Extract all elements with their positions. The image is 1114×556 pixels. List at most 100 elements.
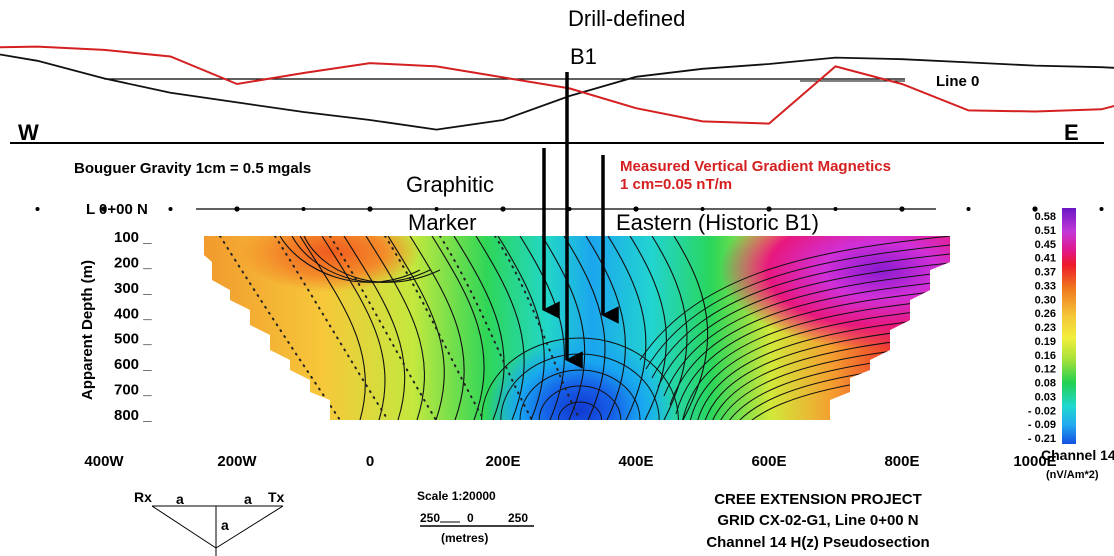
- station-dot: [367, 206, 373, 212]
- contour-line: [663, 271, 950, 397]
- contour-line: [629, 236, 667, 420]
- anomaly-high: [720, 236, 950, 350]
- graphitic-label-2: Marker: [408, 210, 476, 235]
- array-diagram: Rx Tx a a a: [134, 489, 285, 556]
- contour-line: [651, 253, 950, 379]
- dotted-trace: [219, 236, 341, 420]
- station-dot: [633, 206, 639, 212]
- colorbar-tick-label: 0.23: [1035, 322, 1056, 334]
- station-dot: [35, 207, 40, 211]
- contour-line: [387, 236, 445, 420]
- station-dot: [1032, 206, 1038, 212]
- colorbar-tick-label: 0.33: [1035, 280, 1056, 292]
- contour-line: [607, 236, 647, 420]
- scale-left: 250: [420, 511, 440, 525]
- contour-line: [651, 236, 688, 420]
- station-dot: [434, 207, 439, 211]
- project-line-3: Channel 14 H(z) Pseudosection: [706, 534, 929, 551]
- contour-line: [538, 385, 622, 420]
- scale-mid: 0: [467, 511, 474, 525]
- contour-line: [669, 280, 950, 406]
- scale-right: 250: [508, 511, 528, 525]
- y-tick-label: 800 _: [114, 407, 152, 424]
- array-a3: a: [221, 517, 229, 533]
- contour-line: [687, 307, 950, 420]
- colorbar-tick-label: 0.51: [1035, 225, 1056, 237]
- colorbar-tick-label: 0.41: [1035, 253, 1056, 265]
- station-dot: [301, 207, 306, 211]
- project-title: CREE EXTENSION PROJECT GRID CX-02-G1, Li…: [706, 491, 929, 551]
- contour-line: [409, 236, 465, 420]
- station-dot: [899, 206, 905, 212]
- anomaly-low: [485, 335, 675, 420]
- y-tick-label: 500 _: [114, 331, 152, 348]
- colorbar-tick-label: 0.30: [1035, 294, 1056, 306]
- contour-line: [645, 244, 950, 370]
- line-marker-label: L 0+00 N: [86, 201, 148, 218]
- x-tick-label: 400E: [618, 453, 653, 470]
- colorbar-tick-label: 0.58: [1035, 211, 1056, 223]
- contour-line: [563, 236, 606, 420]
- contour-line: [299, 236, 366, 420]
- array-tx: Tx: [268, 489, 285, 505]
- colorbar: [1062, 208, 1076, 444]
- y-tick-label: 400 _: [114, 305, 152, 322]
- x-tick-label: 1000E: [1013, 453, 1056, 470]
- station-dot: [101, 206, 107, 212]
- x-tick-label: 600E: [751, 453, 786, 470]
- contour-line: [675, 289, 950, 415]
- array-rx: Rx: [134, 489, 152, 505]
- target-arrows: [542, 72, 619, 369]
- magnetics-profile-line: [0, 45, 1114, 125]
- drill-label-1: Drill-defined: [568, 6, 685, 31]
- scale-block: Scale 1:20000 250 0 250 (metres): [417, 489, 534, 545]
- y-tick-label: 300 _: [114, 280, 152, 297]
- colorbar-tick-label: 0.19: [1035, 336, 1056, 348]
- gravity-label: Bouguer Gravity 1cm = 0.5 mgals: [74, 160, 311, 177]
- dotted-trace: [274, 236, 389, 420]
- contour-line: [639, 236, 950, 361]
- dotted-trace: [329, 236, 437, 420]
- contour-line: [519, 369, 641, 420]
- colorbar-tick-label: 0.37: [1035, 267, 1056, 279]
- station-dot: [1099, 207, 1104, 211]
- colorbar-ticks: 0.58 0.51 0.45 0.41 0.370.33 0.30 0.26 0.23 0.19…: [1028, 211, 1056, 445]
- y-tick-label: 200 _: [114, 254, 152, 271]
- colorbar-tick-label: - 0.02: [1028, 405, 1056, 417]
- colorbar-tick-label: - 0.09: [1028, 419, 1056, 431]
- x-tick-label: 400W: [84, 453, 124, 470]
- contour-line: [481, 337, 679, 420]
- colorbar-tick-label: 0.45: [1035, 239, 1056, 251]
- station-dot: [833, 207, 838, 211]
- contour-line: [681, 298, 950, 420]
- contour-line: [657, 262, 950, 388]
- station-dot: [700, 207, 705, 211]
- contour-line: [557, 401, 603, 420]
- y-tick-label: 600 _: [114, 356, 152, 373]
- project-line-1: CREE EXTENSION PROJECT: [714, 491, 922, 508]
- project-line-2: GRID CX-02-G1, Line 0+00 N: [717, 512, 918, 529]
- contour-line: [673, 236, 709, 420]
- contour-line: [453, 236, 505, 420]
- array-a1: a: [176, 491, 184, 507]
- magnetics-label: Measured Vertical Gradient Magnetics: [620, 158, 891, 175]
- line0-label: Line 0: [936, 73, 979, 90]
- colorbar-tick-label: 0.12: [1035, 364, 1056, 376]
- contour-line: [365, 236, 425, 420]
- pseudosection: [204, 236, 950, 420]
- contour-line: [585, 236, 626, 420]
- y-tick-label: 700 _: [114, 382, 152, 399]
- colorbar-unit: (nV/Am*2): [1046, 469, 1099, 481]
- contour-line: [519, 236, 565, 420]
- eastern-label: Eastern (Historic B1): [616, 210, 819, 235]
- west-label: W: [18, 120, 39, 145]
- station-dot: [966, 207, 971, 211]
- graphitic-label-1: Graphitic: [406, 172, 494, 197]
- dotted-trace: [384, 236, 485, 420]
- array-left: [151, 505, 217, 549]
- colorbar-tick-label: - 0.21: [1028, 433, 1056, 445]
- scale-title: Scale 1:20000: [417, 489, 496, 503]
- contour-line: [693, 316, 950, 420]
- station-dot: [500, 206, 506, 212]
